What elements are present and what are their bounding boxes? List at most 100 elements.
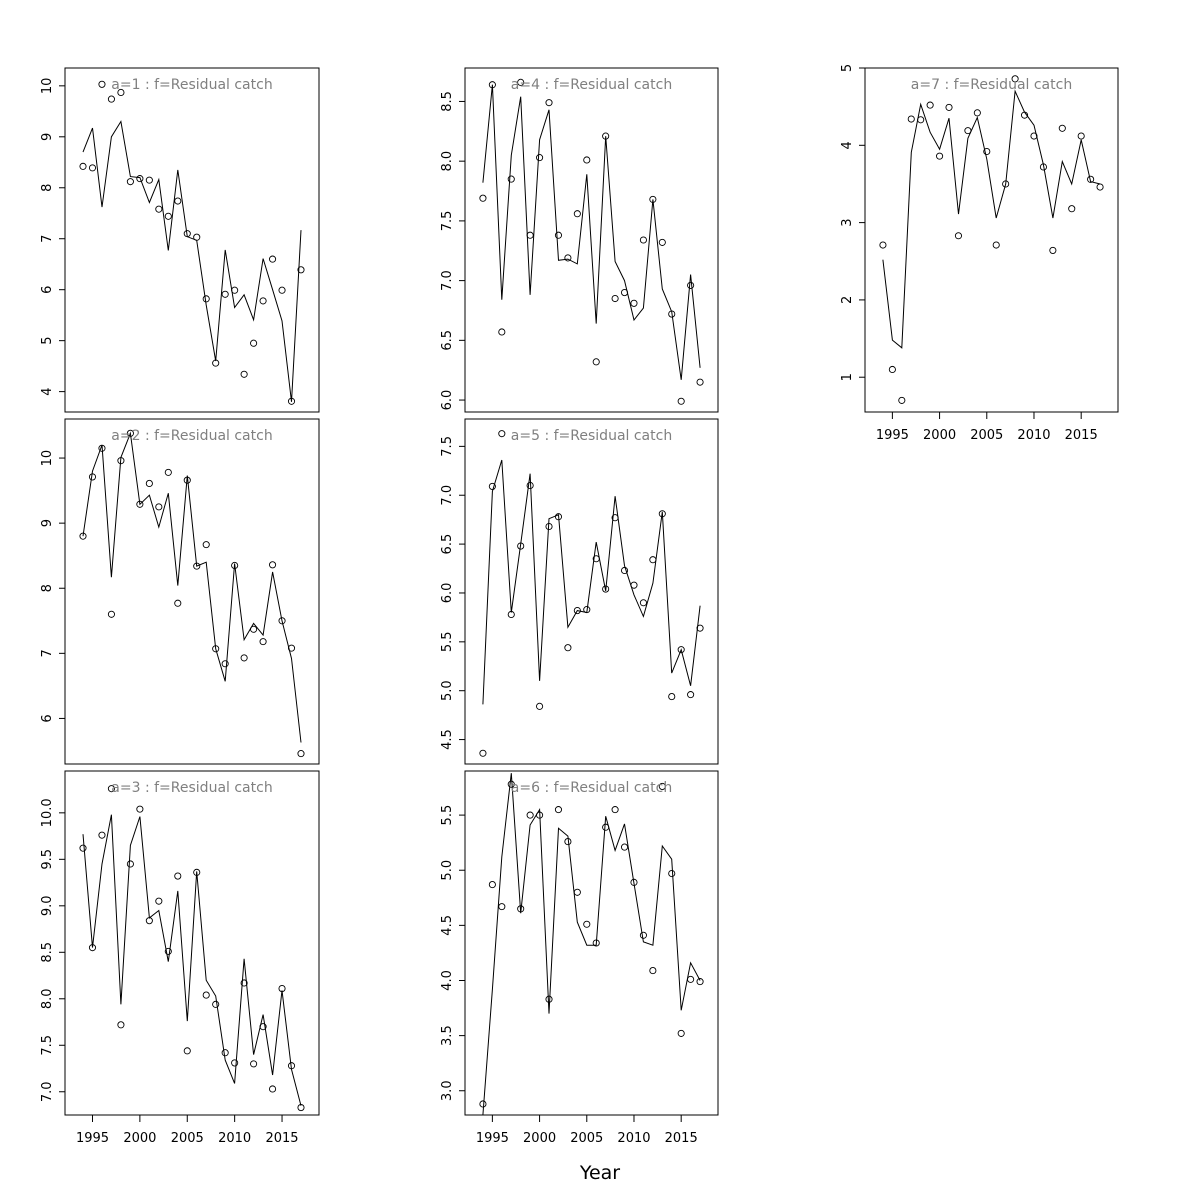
data-point-observed [164, 468, 172, 476]
data-point-observed [554, 806, 563, 814]
data-point-observed [88, 473, 97, 481]
data-point-observed [668, 310, 676, 318]
y-axis: 3.0 3.5 4.0 4.5 5.0 5.5 [440, 805, 465, 1101]
data-point-observed [1002, 180, 1010, 188]
data-point-observed [126, 429, 134, 437]
data-point-observed [1087, 175, 1095, 183]
data-point-observed [611, 514, 619, 522]
data-point-observed [620, 843, 629, 851]
plot-frame [864, 67, 1119, 413]
data-point-observed [639, 236, 647, 244]
data-point-observed [174, 872, 182, 880]
data-point-observed [79, 844, 87, 852]
panel-title: a=7 : f=Residual catch [911, 77, 1072, 93]
data-point-observed [677, 397, 685, 405]
y-tick-label: 8.5 [440, 91, 455, 112]
data-point-observed [498, 903, 506, 911]
data-point-observed [1011, 75, 1019, 83]
data-point-observed [573, 210, 581, 218]
data-point-observed [564, 838, 572, 846]
x-tick-label: 2015 [1065, 428, 1098, 443]
data-point-observed [1077, 132, 1085, 140]
data-point-observed [107, 95, 115, 103]
y-tick-label: 7.0 [440, 270, 455, 291]
data-point-observed [269, 1085, 277, 1093]
y-axis: 1 2 3 4 5 [840, 64, 865, 381]
data-point-observed [479, 1100, 487, 1108]
data-point-observed [126, 860, 134, 868]
x-tick-label: 2010 [617, 1131, 650, 1146]
data-point-observed [126, 178, 134, 186]
x-tick-label: 2010 [1017, 428, 1050, 443]
y-tick-label: 7 [40, 649, 55, 657]
data-point-observed [259, 297, 267, 305]
x-tick-label: 2015 [265, 1131, 298, 1146]
plot-frame [464, 418, 719, 765]
data-point-observed [602, 585, 610, 593]
data-point-observed [611, 806, 619, 814]
data-point-observed [145, 917, 153, 925]
panel-title: a=3 : f=Residual catch [111, 780, 272, 796]
y-tick-label: 10.0 [40, 798, 55, 827]
series-line-fitted [82, 814, 302, 1106]
data-point-observed [687, 281, 695, 289]
y-tick-label: 8 [40, 584, 55, 592]
y-tick-label: 5.5 [440, 631, 455, 652]
y-axis: 4 5 6 7 8 9 10 [40, 78, 65, 396]
x-tick-label: 1995 [76, 1131, 109, 1146]
data-point-observed [898, 396, 906, 404]
x-tick-label: 2010 [218, 1131, 251, 1146]
data-point-observed [945, 103, 953, 111]
data-point-observed [278, 617, 286, 625]
x-axis: 1995 2000 2005 2010 2015 [76, 1114, 299, 1146]
panel-4: 6.0 6.5 7.0 7.5 8.0 8.5 a=4 : f=Residual catch [440, 67, 719, 413]
data-point-observed [639, 931, 647, 939]
y-tick-label: 8.0 [40, 988, 55, 1009]
data-point-observed [488, 881, 496, 889]
data-point-observed [117, 88, 125, 97]
series-line-fitted [482, 84, 701, 380]
panel-3: 7.0 7.5 8.0 8.5 9.0 9.5 10.0 1995 2000 2005 2010 20… [40, 770, 320, 1146]
data-point-observed [907, 115, 915, 123]
y-axis: 6 7 8 9 10 [40, 450, 65, 723]
data-point-observed [658, 510, 666, 518]
data-point-observed [88, 944, 97, 952]
y-tick-label: 4.0 [440, 970, 455, 991]
data-point-observed [498, 328, 506, 336]
data-point-observed [1049, 246, 1057, 254]
data-point-observed [649, 195, 657, 203]
plot-frame [464, 770, 719, 1116]
y-tick-label: 7.5 [440, 211, 455, 232]
data-point-observed [649, 556, 657, 564]
y-axis: 6.0 6.5 7.0 7.5 8.0 8.5 [440, 91, 465, 410]
y-tick-label: 7.5 [440, 436, 455, 457]
data-point-observed [231, 286, 239, 294]
data-point-observed [231, 1059, 239, 1067]
data-point-observed [297, 1104, 305, 1112]
y-tick-label: 8.5 [40, 942, 55, 963]
data-point-observed [136, 805, 144, 813]
data-point-observed [240, 979, 248, 987]
y-tick-label: 8 [40, 184, 55, 192]
data-point-observed [221, 290, 229, 298]
data-point-observed [564, 644, 572, 652]
data-point-observed [1039, 163, 1047, 171]
panel-1: 4 5 6 7 8 9 10 a=1 : f=Residual catch [40, 67, 320, 413]
data-point-observed [677, 1029, 685, 1037]
data-point-observed [592, 555, 600, 563]
data-point-observed [136, 500, 144, 508]
plot-frame [64, 67, 320, 413]
panel-title: a=1 : f=Residual catch [111, 77, 272, 93]
y-tick-label: 9 [40, 133, 55, 141]
data-point-observed [164, 947, 172, 955]
data-point-observed [536, 154, 544, 162]
data-point-observed [183, 1047, 191, 1055]
data-point-observed [592, 358, 600, 366]
data-point-observed [545, 995, 553, 1003]
panel-5: 4.5 5.0 5.5 6.0 6.5 7.0 7.5 a=5 : f=Residual ca… [440, 418, 719, 765]
y-tick-label: 5 [40, 337, 55, 345]
data-point-observed [592, 939, 600, 947]
y-tick-label: 6 [40, 714, 55, 722]
data-point-observed [174, 197, 182, 205]
data-point-observed [917, 116, 925, 124]
